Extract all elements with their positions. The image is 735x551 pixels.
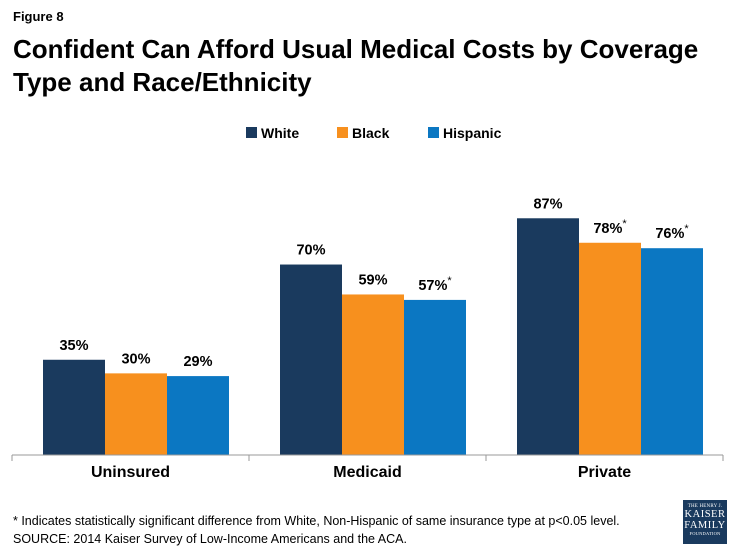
data-label-medicaid-white: 70% [296, 243, 325, 259]
kff-logo: THE HENRY J. KAISER FAMILY FOUNDATION [683, 500, 727, 544]
data-label-private-black: 78%* [593, 218, 627, 237]
data-label-private-hispanic: 76%* [655, 223, 689, 242]
data-label-medicaid-hispanic: 57%* [418, 275, 452, 294]
bar-private-hispanic [641, 248, 703, 455]
bar-uninsured-white [43, 359, 105, 455]
chart-title: Confident Can Afford Usual Medical Costs… [13, 34, 699, 97]
data-label-uninsured-hispanic: 29% [183, 354, 212, 370]
bar-medicaid-hispanic [404, 299, 466, 455]
data-label-uninsured-white: 35% [59, 338, 88, 354]
data-label-uninsured-black: 30% [121, 351, 150, 367]
logo-line-3: FOUNDATION [689, 531, 721, 536]
footnote: * Indicates statistically significant di… [13, 512, 620, 548]
bar-private-black [579, 242, 641, 455]
figure-label: Figure 8 [13, 9, 64, 24]
legend-label-black: Black [352, 125, 390, 141]
legend-swatch-white [246, 127, 257, 138]
legend-swatch-black [337, 127, 348, 138]
x-tick-label-private: Private [578, 464, 631, 481]
bar-medicaid-white [280, 264, 342, 455]
bar-medicaid-black [342, 294, 404, 455]
legend-label-white: White [261, 125, 299, 141]
footnote-significance: * Indicates statistically significant di… [13, 514, 620, 528]
data-label-private-white: 87% [533, 196, 562, 212]
data-label-medicaid-black: 59% [358, 272, 387, 288]
legend-label-hispanic: Hispanic [443, 125, 502, 141]
legend-swatch-hispanic [428, 127, 439, 138]
footnote-source: SOURCE: 2014 Kaiser Survey of Low-Income… [13, 532, 407, 546]
x-tick-label-medicaid: Medicaid [333, 464, 401, 481]
x-axis: Uninsured Medicaid Private [11, 454, 724, 481]
logo-line-2a: KAISER [684, 509, 726, 520]
logo-line-1: THE HENRY J. [687, 504, 723, 509]
bar-uninsured-black [105, 373, 167, 455]
bars [43, 218, 703, 455]
bar-chart: White Black Hispanic 35% 30% 29% 70% 59% 57%* 87… [11, 125, 724, 481]
data-labels: 35% 30% 29% 70% 59% 57%* 87% 78%* 76%* [59, 196, 689, 370]
bar-private-white [517, 218, 579, 455]
legend: White Black Hispanic [246, 125, 502, 141]
x-tick-label-uninsured: Uninsured [91, 464, 170, 481]
bar-uninsured-hispanic [167, 376, 229, 455]
logo-line-2b: FAMILY [684, 520, 726, 531]
